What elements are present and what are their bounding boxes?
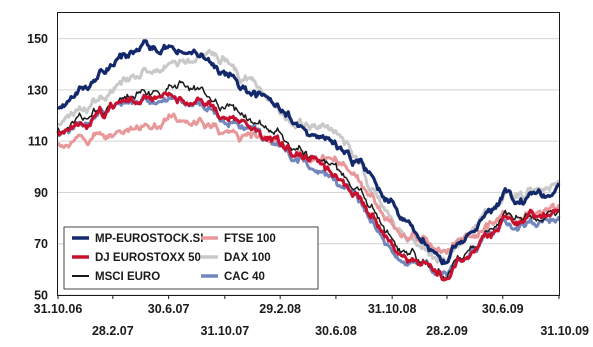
legend-label: MP-EUROSTOCK.SI (95, 233, 203, 245)
y-axis-tick-labels: 50 70 90 110 130 150 (27, 32, 48, 302)
legend-label: CAC 40 (224, 271, 265, 283)
x-tick-label: 28.2.07 (92, 324, 134, 338)
x-tick-label: 28.2.09 (426, 324, 468, 338)
x-tick-label: 31.10.07 (201, 324, 250, 338)
y-tick-label: 90 (34, 186, 48, 200)
y-tick-label: 150 (27, 32, 48, 46)
x-tick-label: 29.2.08 (259, 302, 301, 316)
x-tick-label: 30.6.09 (482, 302, 524, 316)
x-tick-label: 30.6.08 (315, 324, 357, 338)
y-tick-label: 110 (28, 135, 48, 149)
series-line (57, 80, 560, 281)
x-axis-tick-labels: 31.10.06 28.2.07 30.6.07 31.10.07 29.2.08 30.… (34, 295, 589, 338)
series-line (57, 39, 561, 266)
series-line (56, 91, 560, 282)
x-tick-label: 31.10.09 (540, 324, 589, 338)
legend-label: DJ EUROSTOXX 50 (95, 252, 201, 264)
x-tick-label: 31.10.08 (368, 302, 417, 316)
legend-label: MSCI EURO (95, 271, 160, 283)
y-tick-label: 50 (34, 289, 48, 303)
y-tick-label: 130 (27, 83, 48, 97)
legend: MP-EUROSTOCK.SI DJ EUROSTOXX 50 MSCI EURO F… (63, 226, 319, 290)
plot-frame (57, 12, 560, 296)
series-lines (56, 39, 561, 282)
x-tick-label: 31.10.06 (34, 302, 83, 316)
series-line (57, 48, 561, 265)
legend-label: FTSE 100 (224, 233, 276, 245)
y-tick-label: 70 (34, 237, 48, 251)
legend-label: DAX 100 (224, 252, 271, 264)
legend-box (63, 226, 319, 290)
x-tick-label: 30.6.07 (148, 302, 190, 316)
